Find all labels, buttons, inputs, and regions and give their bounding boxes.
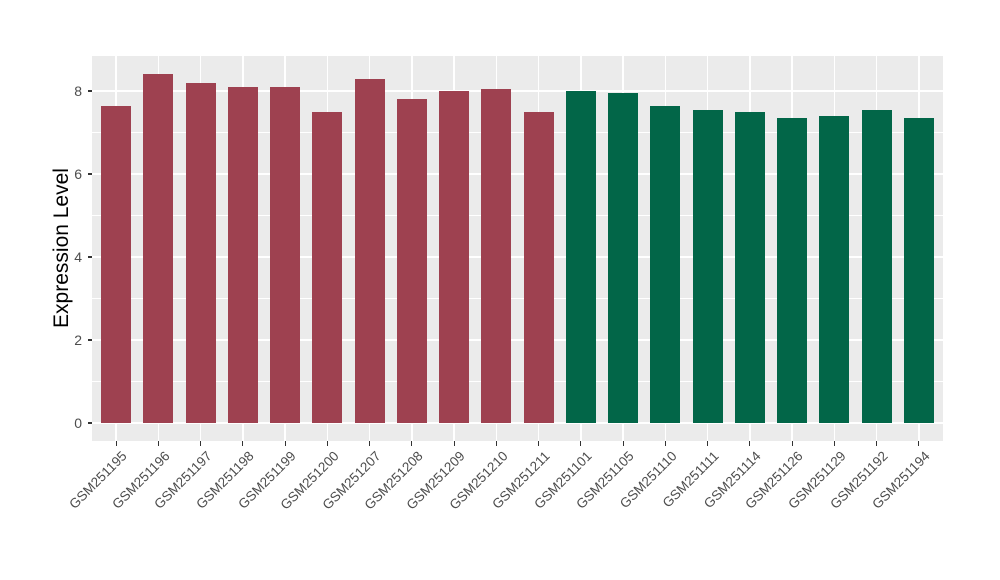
bar xyxy=(523,111,554,423)
x-tick-mark xyxy=(876,441,878,446)
x-tick-mark xyxy=(580,441,582,446)
bar xyxy=(650,105,681,423)
bar xyxy=(312,111,343,423)
x-tick-mark xyxy=(200,441,202,446)
bar xyxy=(143,74,174,423)
grid-line-minor xyxy=(92,298,943,299)
x-tick-mark xyxy=(242,441,244,446)
y-tick-mark xyxy=(87,90,92,92)
bar xyxy=(185,82,216,423)
x-tick-mark xyxy=(791,441,793,446)
y-tick-mark xyxy=(87,339,92,341)
x-tick-mark xyxy=(115,441,117,446)
grid-line-major xyxy=(92,256,943,258)
x-tick-mark xyxy=(369,441,371,446)
y-axis-title: Expression Level xyxy=(50,168,73,328)
x-tick-mark xyxy=(538,441,540,446)
grid-line-major xyxy=(92,422,943,424)
plot-panel xyxy=(92,56,943,441)
bar xyxy=(692,109,723,423)
y-tick-mark xyxy=(87,422,92,424)
y-tick-label: 0 xyxy=(74,415,82,431)
x-tick-mark xyxy=(495,441,497,446)
x-tick-mark xyxy=(749,441,751,446)
x-tick-mark xyxy=(326,441,328,446)
x-tick-mark xyxy=(411,441,413,446)
bar xyxy=(861,109,892,423)
x-tick-mark xyxy=(664,441,666,446)
bar xyxy=(354,78,385,423)
bar xyxy=(903,117,934,423)
x-tick-mark xyxy=(833,441,835,446)
bar xyxy=(565,91,596,423)
grid-line-major xyxy=(92,173,943,175)
y-tick-label: 8 xyxy=(74,83,82,99)
grid-line-minor xyxy=(92,215,943,216)
grid-line-major xyxy=(92,90,943,92)
x-tick-mark xyxy=(284,441,286,446)
y-tick-label: 2 xyxy=(74,332,82,348)
y-tick-mark xyxy=(87,256,92,258)
grid-line-minor xyxy=(92,132,943,133)
x-tick-mark xyxy=(157,441,159,446)
bar xyxy=(270,86,301,423)
y-tick-label: 6 xyxy=(74,166,82,182)
bar xyxy=(777,117,808,423)
x-tick-mark xyxy=(707,441,709,446)
bar xyxy=(608,93,639,423)
grid-line-major xyxy=(92,339,943,341)
bar xyxy=(396,99,427,423)
bar xyxy=(439,91,470,423)
y-tick-label: 4 xyxy=(74,249,82,265)
grid-line-minor xyxy=(92,381,943,382)
bar xyxy=(227,86,258,423)
y-tick-mark xyxy=(87,173,92,175)
bar xyxy=(481,88,512,423)
bar xyxy=(734,111,765,423)
bar xyxy=(819,115,850,423)
x-tick-mark xyxy=(918,441,920,446)
bar xyxy=(101,105,132,423)
x-tick-mark xyxy=(453,441,455,446)
x-tick-mark xyxy=(622,441,624,446)
